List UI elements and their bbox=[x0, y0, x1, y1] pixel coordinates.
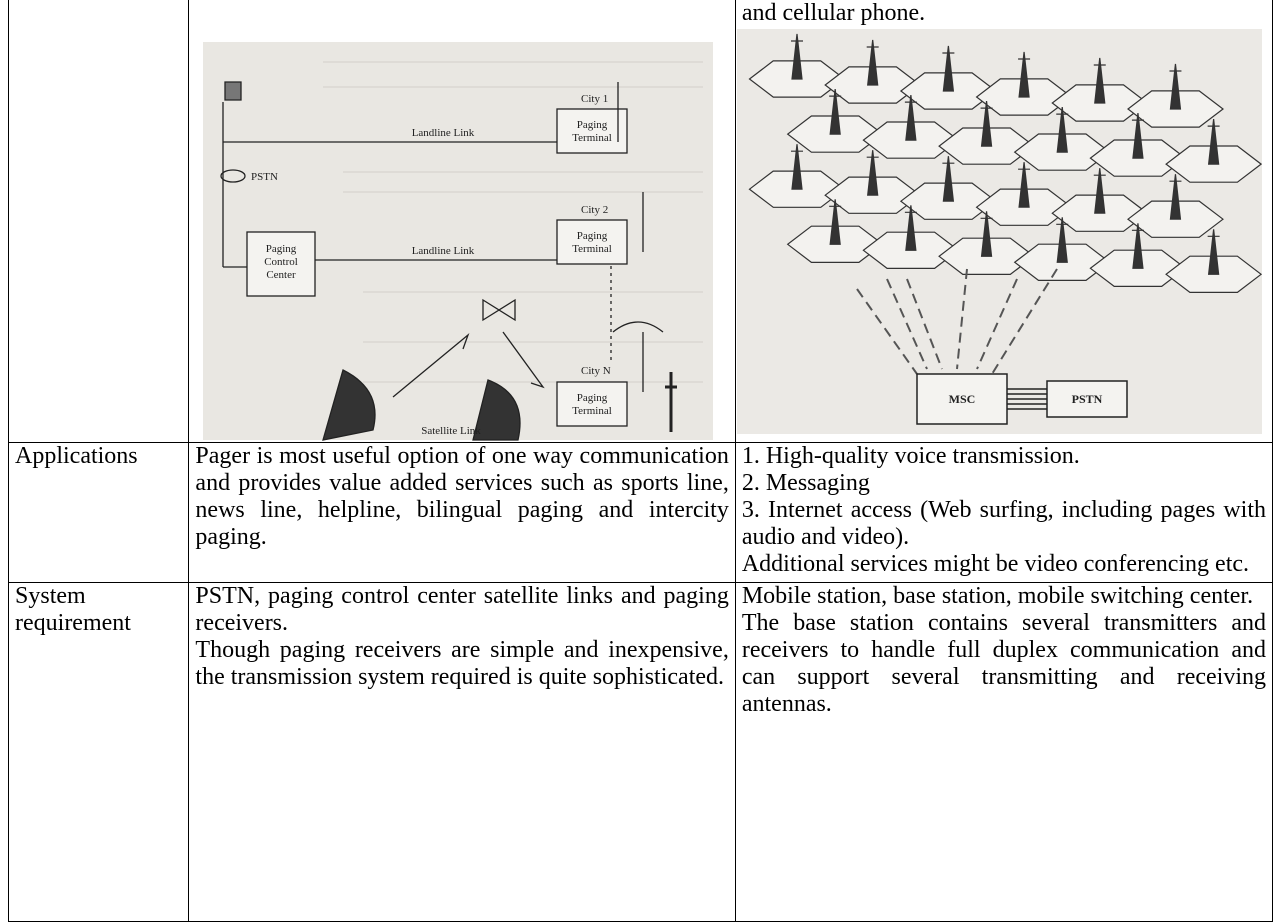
paragraph: The base station contains several transm… bbox=[741, 610, 1266, 717]
tower bbox=[980, 101, 993, 147]
paragraph: 3. Internet access (Web surfing, includi… bbox=[741, 497, 1266, 550]
paragraph: Pager is most useful option of one way c… bbox=[195, 443, 729, 550]
landline-link-label: Landline Link bbox=[412, 127, 475, 139]
scan-noise bbox=[323, 61, 704, 383]
paragraph: Additional services might be video confe… bbox=[741, 551, 1250, 577]
landline-link-label: Landline Link bbox=[412, 245, 475, 257]
tower bbox=[1056, 107, 1069, 153]
paging-diagram: PSTN Paging Control Center Landline Link L… bbox=[203, 42, 714, 441]
tower bbox=[1169, 63, 1182, 110]
paragraph: Though paging receivers are simple and i… bbox=[195, 637, 729, 690]
tower bbox=[1207, 229, 1220, 275]
tower bbox=[1131, 223, 1144, 269]
paging-cell: PSTN, paging control center satellite li… bbox=[188, 582, 736, 922]
city-label: City 1 bbox=[581, 93, 608, 105]
tower bbox=[1207, 119, 1220, 165]
comparison-table: PSTN Paging Control Center Landline Link L… bbox=[7, 0, 1274, 922]
tower bbox=[904, 95, 917, 141]
paging-diagram-cell: PSTN Paging Control Center Landline Link L… bbox=[188, 0, 736, 443]
tower bbox=[866, 150, 879, 196]
tower bbox=[942, 156, 955, 202]
city-label: City 2 bbox=[581, 204, 608, 216]
row-label: System requirement bbox=[7, 582, 190, 922]
applications-row: Applications Pager is most useful option… bbox=[7, 442, 1274, 583]
msc-label: MSC bbox=[949, 392, 976, 406]
switching-boxes bbox=[916, 373, 1128, 425]
paging-lines bbox=[220, 81, 678, 441]
cellular-cell: 1. High-quality voice transmission. 2. Me… bbox=[734, 442, 1274, 583]
tower bbox=[904, 205, 917, 251]
paragraph: PSTN, paging control center satellite li… bbox=[195, 583, 729, 636]
satellite-link-label: Satellite Link bbox=[422, 425, 482, 437]
cellular-diagram-cell: and cellular phone. MSC PSTN bbox=[734, 0, 1274, 443]
paging-cell: Pager is most useful option of one way c… bbox=[188, 442, 736, 583]
terminal-label: Paging Terminal bbox=[573, 119, 613, 144]
city-label: City N bbox=[581, 365, 611, 377]
tower bbox=[1017, 162, 1030, 208]
tower bbox=[829, 199, 842, 245]
tower bbox=[942, 45, 955, 92]
tower bbox=[829, 89, 842, 135]
paragraph: Mobile station, base station, mobile swi… bbox=[741, 583, 1254, 609]
tower bbox=[1056, 217, 1069, 263]
diagram-row: PSTN Paging Control Center Landline Link L… bbox=[7, 0, 1274, 443]
pstn-label: PSTN bbox=[251, 171, 278, 183]
pstn-label: PSTN bbox=[1072, 392, 1103, 406]
tower bbox=[790, 33, 803, 80]
row-label-text: Applications bbox=[15, 443, 138, 469]
tower bbox=[1093, 57, 1106, 104]
empty-cell bbox=[7, 0, 190, 443]
tower bbox=[1017, 51, 1030, 98]
cellular-diagram: MSC PSTN bbox=[736, 29, 1262, 434]
tower bbox=[1169, 174, 1182, 220]
cellular-cell: Mobile station, base station, mobile swi… bbox=[734, 582, 1274, 922]
tower bbox=[980, 211, 993, 257]
tower bbox=[1093, 168, 1106, 214]
tower bbox=[1131, 113, 1144, 159]
paragraph: 2. Messaging bbox=[741, 470, 870, 496]
tower bbox=[866, 39, 879, 86]
terminal-label: Paging Terminal bbox=[573, 392, 613, 417]
control-center-label: Paging Control Center bbox=[265, 243, 299, 281]
tower bbox=[790, 144, 803, 190]
row-label-text: System requirement bbox=[15, 583, 131, 636]
radio-links bbox=[856, 268, 1058, 375]
cellular-caption: and cellular phone. bbox=[741, 0, 926, 26]
cell-hexagons bbox=[748, 33, 1262, 293]
terminal-label: Paging Terminal bbox=[573, 230, 613, 255]
paragraph: 1. High-quality voice transmission. bbox=[741, 443, 1080, 469]
system-requirement-row: System requirement PSTN, paging control … bbox=[7, 582, 1274, 922]
row-label: Applications bbox=[7, 442, 190, 583]
